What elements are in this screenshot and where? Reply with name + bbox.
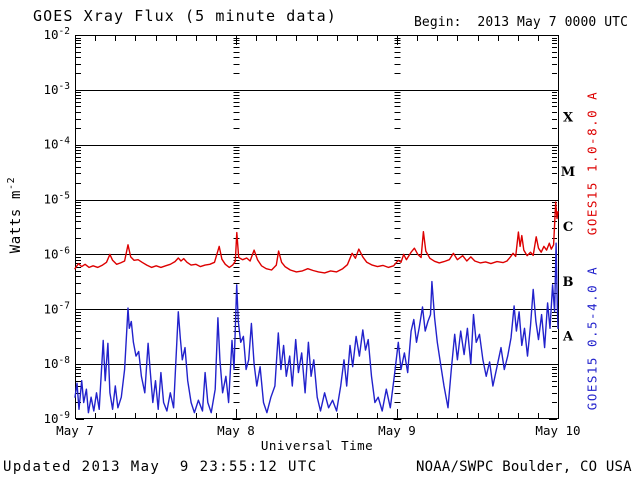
y-tick-label: 10-5 xyxy=(43,191,70,207)
y-tick-label: 10-2 xyxy=(43,26,70,42)
flare-class-c: C xyxy=(563,220,573,235)
xray-short-series-line xyxy=(74,242,559,414)
y-tick-label: 10-6 xyxy=(43,245,70,261)
x-tick-label: May 10 xyxy=(535,423,580,438)
footer-updated-timestamp: Updated 2013 May 9 23:55:12 UTC xyxy=(3,459,318,475)
begin-timestamp-label: Begin: 2013 May 7 0000 UTC xyxy=(414,15,629,30)
x-tick-label: May 8 xyxy=(217,423,255,438)
y-axis-label-exponent: -2 xyxy=(6,176,18,191)
x-tick-label: May 9 xyxy=(378,423,416,438)
plot-frame xyxy=(75,35,559,419)
x-axis-label: Universal Time xyxy=(260,438,374,453)
series-label-goes15-short: GOES15 0.5-4.0 A xyxy=(584,265,600,411)
y-axis-label-base: Watts m xyxy=(7,190,24,254)
flare-class-b: B xyxy=(563,275,574,290)
x-tick-label: May 7 xyxy=(56,423,94,438)
y-tick-label: 10-7 xyxy=(43,300,70,316)
series-label-goes15-long: GOES15 1.0-8.0 A xyxy=(584,90,600,236)
flare-class-a: A xyxy=(562,330,574,345)
y-tick-label: 10-3 xyxy=(43,81,70,97)
xray-long-series-line xyxy=(74,201,559,274)
flare-class-m: M xyxy=(561,165,575,180)
chart-title: GOES Xray Flux (5 minute data) xyxy=(33,7,337,25)
flare-class-x: X xyxy=(563,110,574,125)
footer-organization: NOAA/SWPC Boulder, CO USA xyxy=(416,459,632,475)
y-tick-label: 10-4 xyxy=(43,136,70,152)
y-axis-label: Watts m-2 xyxy=(6,177,24,253)
y-tick-label: 10-8 xyxy=(43,355,70,371)
